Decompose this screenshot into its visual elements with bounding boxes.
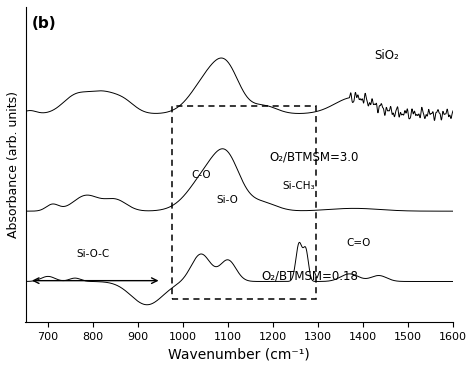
Y-axis label: Absorbance (arb. units): Absorbance (arb. units) bbox=[7, 91, 20, 238]
Text: C-O: C-O bbox=[191, 170, 211, 180]
Text: O₂/BTMSM=0.18: O₂/BTMSM=0.18 bbox=[262, 270, 358, 283]
Text: Si-O: Si-O bbox=[216, 195, 238, 205]
Text: Si-O-C: Si-O-C bbox=[76, 250, 109, 259]
Text: SiO₂: SiO₂ bbox=[374, 49, 399, 62]
Text: Si-CH₃: Si-CH₃ bbox=[283, 181, 316, 191]
Text: (b): (b) bbox=[32, 17, 56, 31]
Text: C=O: C=O bbox=[346, 238, 371, 248]
Text: O₂/BTMSM=3.0: O₂/BTMSM=3.0 bbox=[269, 151, 358, 164]
X-axis label: Wavenumber (cm⁻¹): Wavenumber (cm⁻¹) bbox=[168, 347, 310, 361]
Bar bbox=[172, 106, 316, 299]
